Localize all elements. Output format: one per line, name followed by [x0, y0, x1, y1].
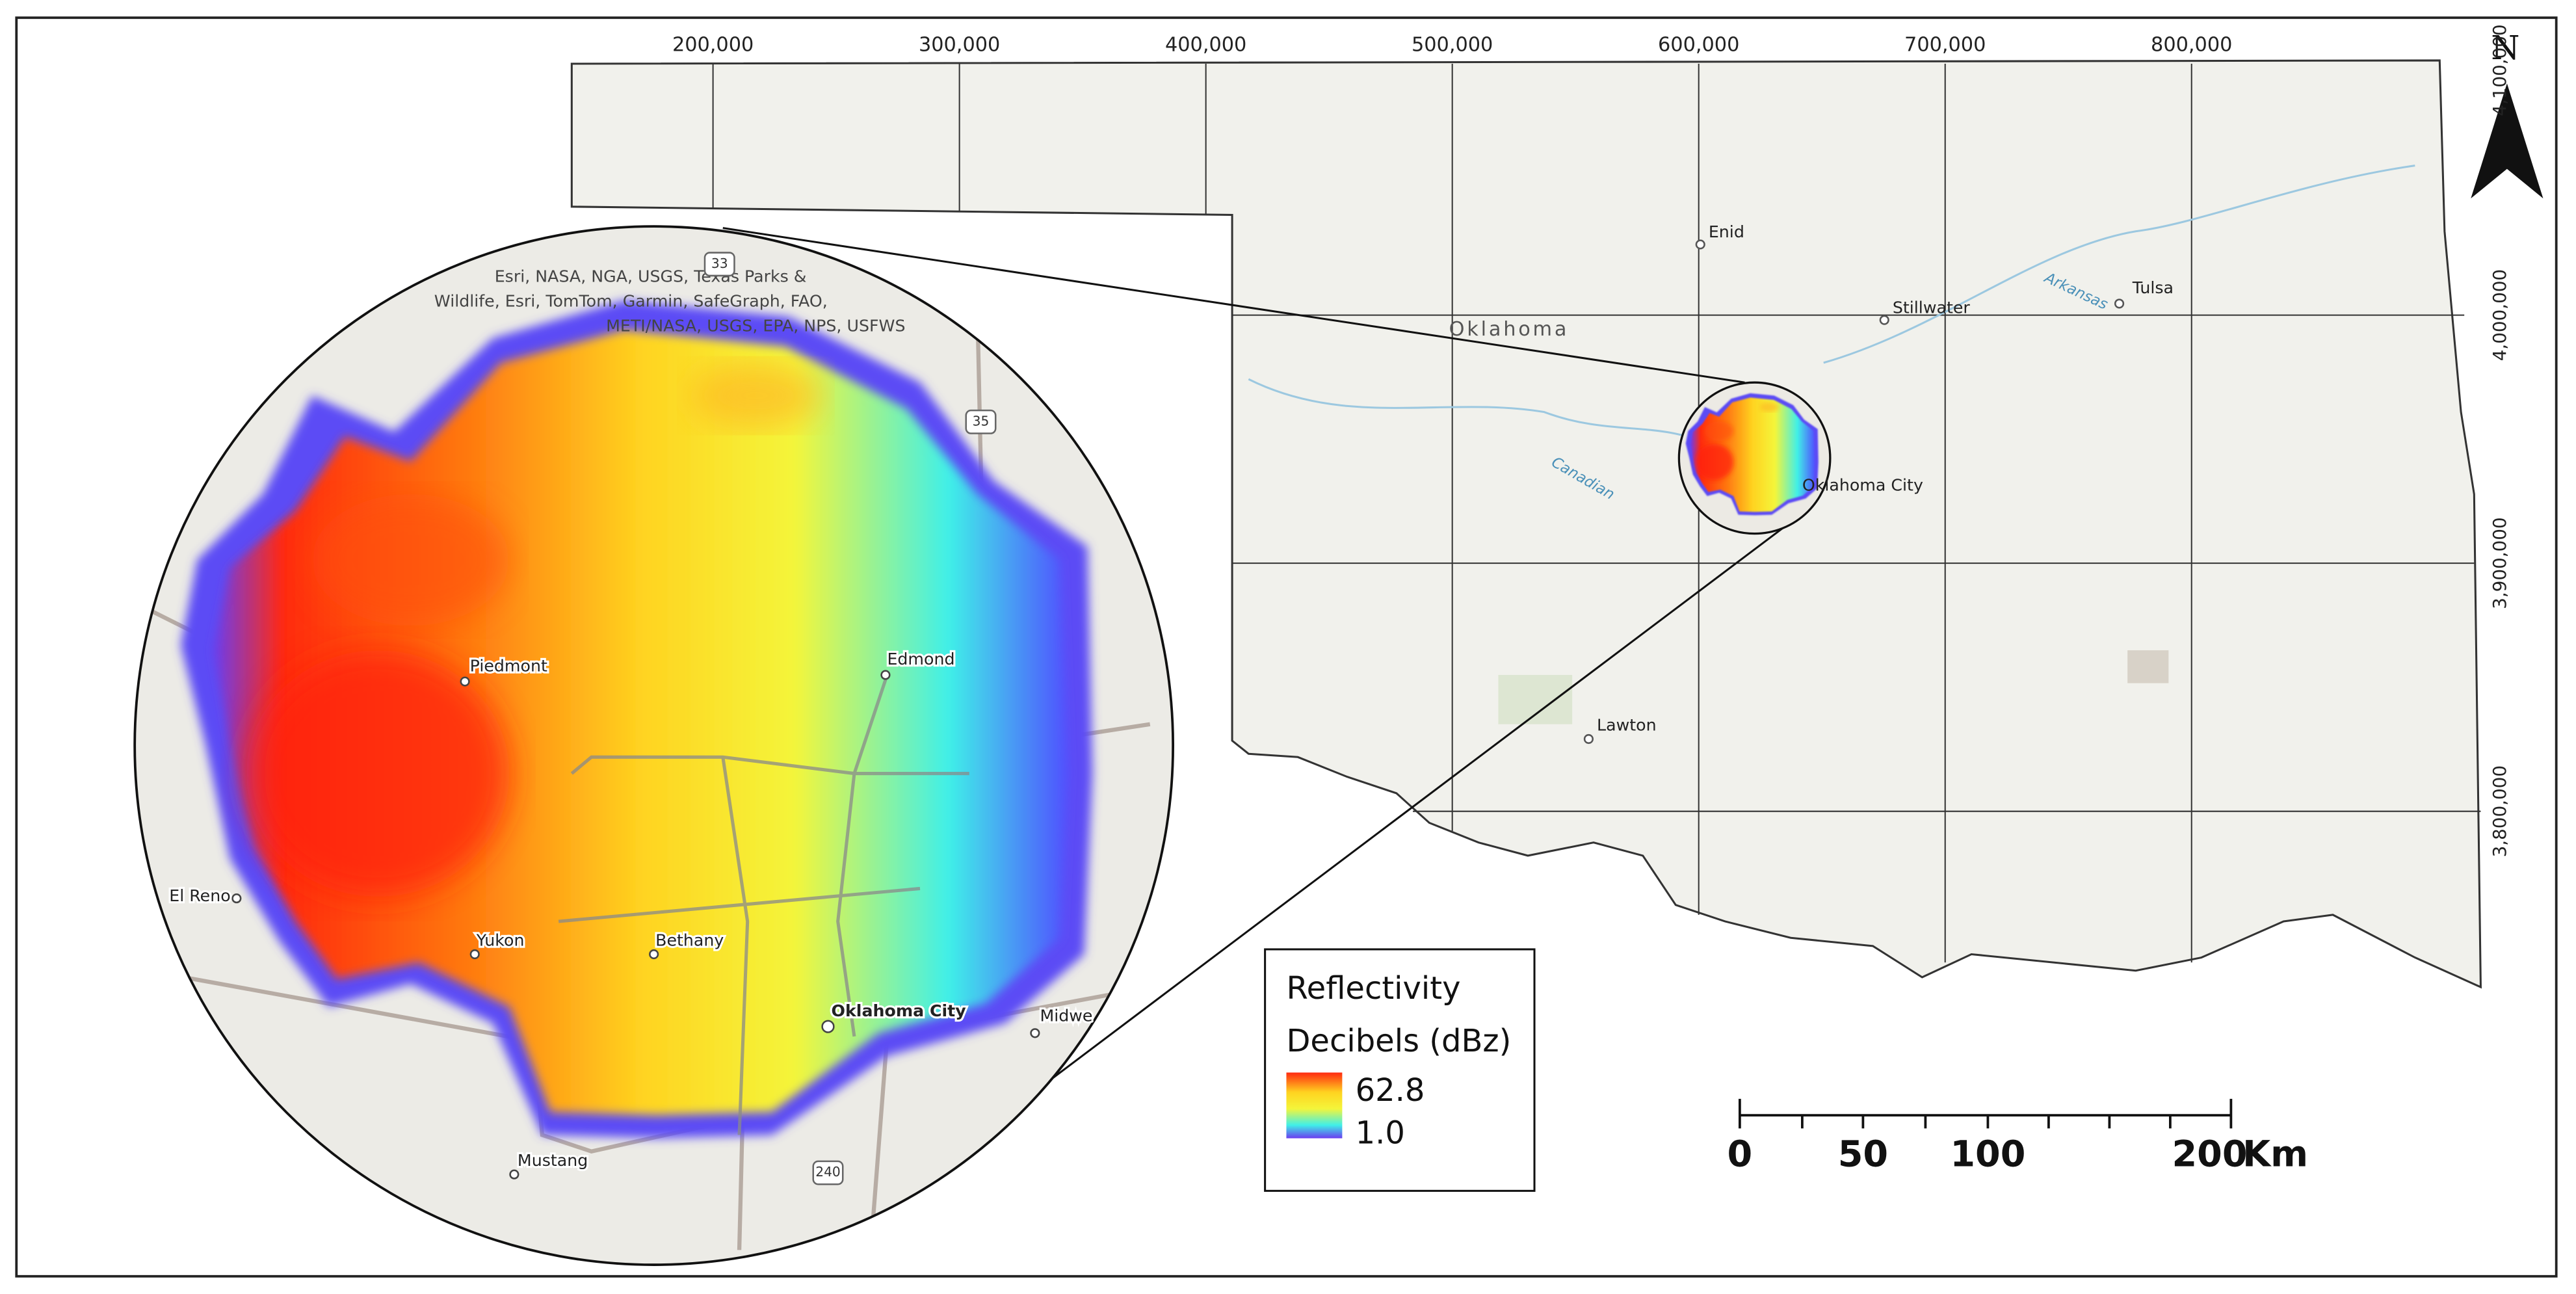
urban-area: [2127, 650, 2169, 683]
city-point: [1030, 1028, 1040, 1038]
city-point: [1583, 733, 1594, 745]
oklahoma-outline: [570, 59, 2482, 989]
city-label: Lawton: [1597, 715, 1657, 734]
inset-circle: [133, 225, 1175, 1266]
legend-color-ramp: [1286, 1072, 1343, 1139]
city-point: [1879, 315, 1889, 325]
highway-shield: [965, 409, 997, 434]
highway-number: 240: [815, 1164, 841, 1180]
roads-overlay: [558, 674, 969, 1135]
y-grid-label: 4,100,000: [2489, 24, 2510, 116]
scale-label: 0: [1728, 1133, 1753, 1175]
x-grid-label: 500,000: [1412, 34, 1493, 57]
connector-line: [1038, 526, 1785, 1090]
city-label: Yukon: [476, 931, 525, 949]
land-cover: [1498, 674, 1573, 724]
legend-box: [1264, 948, 1536, 1192]
y-grid-label: 3,800,000: [2489, 765, 2510, 857]
city-label: Oklahoma City: [1802, 475, 1923, 494]
city-point: [509, 1169, 519, 1180]
zoom-connectors: [722, 227, 1785, 1090]
city-label: Piedmont: [470, 656, 547, 675]
city-point: [821, 1020, 835, 1033]
city-label: Oklahoma City: [832, 1001, 966, 1020]
city-label: Enid: [1709, 222, 1744, 241]
attribution: Wildlife, Esri, TomTom, Garmin, SafeGrap…: [434, 291, 828, 310]
north-arrow: [2471, 83, 2543, 199]
attribution: Esri, NASA, NGA, USGS, Texas Parks &: [495, 267, 807, 285]
attribution: METI/NASA, USGS, EPA, NPS, USFWS: [606, 316, 905, 335]
city-point: [231, 893, 242, 904]
scale-label: 50: [1838, 1133, 1888, 1175]
x-grid-label: 600,000: [1658, 34, 1739, 57]
legend-title: Reflectivity: [1286, 970, 1460, 1007]
legend-subtitle: Decibels (dBz): [1286, 1023, 1511, 1059]
highway-shield: [703, 252, 735, 277]
scale-unit: Km: [2242, 1133, 2308, 1175]
state-label: Oklahoma: [1449, 318, 1570, 341]
scale-label: 200: [2172, 1133, 2248, 1175]
legend-max: 62.8: [1356, 1072, 1425, 1109]
y-grid-label: 4,000,000: [2489, 269, 2510, 361]
city-label: Tulsa: [2132, 278, 2174, 297]
city-point: [460, 676, 470, 687]
x-grid-label: 300,000: [919, 34, 1000, 57]
north-label: N: [2491, 29, 2519, 67]
x-grid-label: 200,000: [672, 34, 754, 57]
inset-labels: Esri, NASA, NGA, USGS, Texas Parks & Wild…: [167, 252, 1095, 1185]
city-point: [469, 949, 480, 960]
city-label: Stillwater: [1893, 298, 1971, 317]
city-point: [880, 670, 891, 680]
legend-min: 1.0: [1356, 1115, 1405, 1151]
scale-label: 100: [1950, 1133, 2025, 1175]
highway-number: 35: [973, 413, 990, 429]
highway-shield: [812, 1160, 844, 1185]
x-grid-label: 400,000: [1165, 34, 1246, 57]
x-grid-label: 700,000: [1904, 34, 1986, 57]
inset-map: [135, 226, 1174, 1265]
city-label: El Reno: [169, 886, 230, 905]
highway-number: 33: [711, 256, 728, 271]
city-label: Midwe: [1040, 1007, 1092, 1025]
city-point: [2114, 298, 2125, 309]
x-grid-label: 800,000: [2151, 34, 2232, 57]
city-label: Mustang: [518, 1151, 588, 1170]
y-grid-label: 3,900,000: [2489, 517, 2510, 609]
city-label: Edmond: [887, 650, 954, 668]
city-label: Bethany: [655, 931, 724, 949]
graticule: [712, 63, 2481, 963]
city-point: [649, 949, 659, 960]
river: [1823, 165, 2415, 364]
scale-bar: [1738, 1098, 2233, 1129]
river: [1248, 378, 1709, 446]
connector-line: [722, 227, 1745, 384]
city-point: [1695, 239, 1705, 250]
